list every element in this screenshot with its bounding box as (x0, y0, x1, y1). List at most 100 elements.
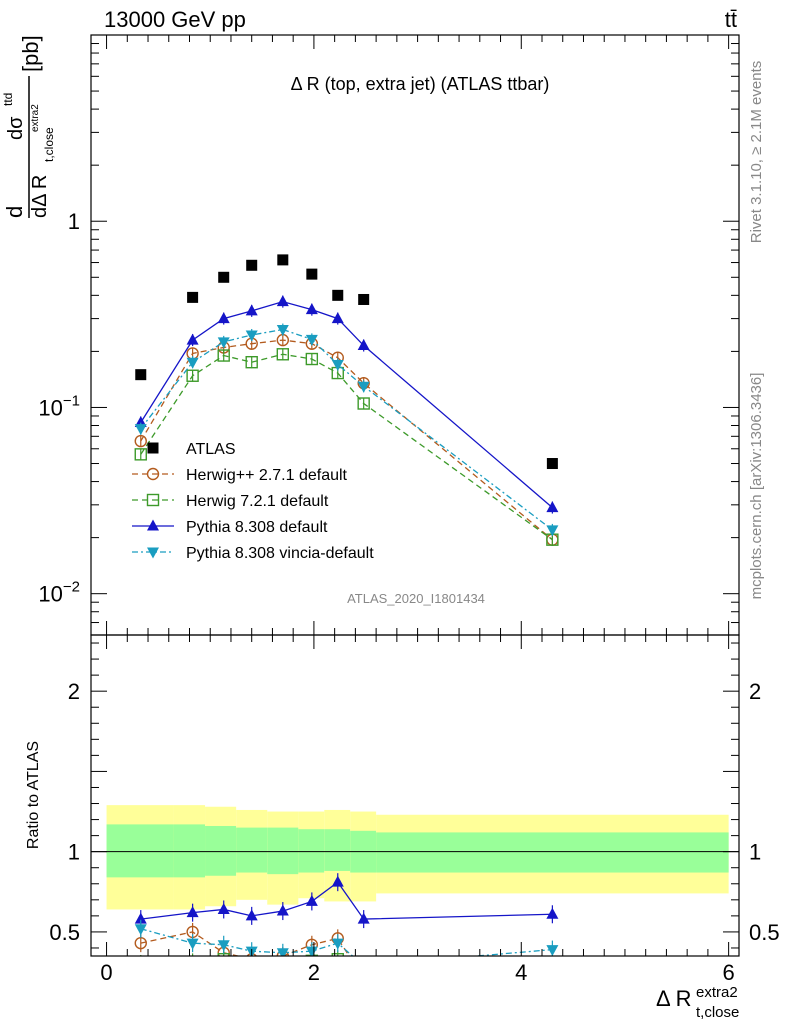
ratio-panel-frame (90, 634, 740, 957)
ratio-band-inner (376, 832, 729, 873)
ratio-point-herwig-7-2-1-default (187, 957, 198, 968)
point-pythia-8-308-default (331, 312, 344, 324)
y-axis-title-denominator-sub: t,close (42, 127, 56, 162)
ratio-y-axis-title: Ratio to ATLAS (25, 741, 42, 849)
legend-label: Herwig++ 2.7.1 default (186, 467, 348, 484)
x-axis-title-sub: t,close (696, 1004, 739, 1021)
point-atlas (332, 289, 344, 301)
point-atlas (358, 293, 370, 305)
ratio-line-herwig-7-2-1-default (141, 959, 553, 967)
point-herwig-2-7-1-default (134, 434, 147, 448)
ratio-point-herwig-7-2-1-default (135, 959, 146, 970)
x-tick-label: 0 (100, 960, 112, 985)
main-series-layer (134, 254, 559, 546)
ratio-point-pythia-8-308-vincia-default (358, 961, 370, 972)
ratio-point-pythia-8-308-default (276, 904, 289, 916)
ratio-band-inner (267, 827, 299, 875)
x-axis-title-sup: extra2 (696, 984, 738, 1001)
rivet-version-label: Rivet 3.1.10, ≥ 2.1M events (748, 61, 765, 244)
analysis-id-label: ATLAS_2020_I1801434 (347, 591, 485, 606)
ratio-point-pythia-8-308-vincia-default (134, 924, 147, 936)
ratio-band-inner (173, 824, 206, 878)
legend-label: Pythia 8.308 vincia-default (186, 545, 374, 562)
point-pythia-8-308-vincia-default (217, 337, 230, 349)
legend-item: Pythia 8.308 default (132, 519, 328, 536)
legend-swatch-marker (147, 442, 159, 454)
point-herwig-7-2-1-default (305, 352, 319, 366)
ratio-y-tick-label: 1 (68, 840, 80, 865)
x-tick-label: 6 (723, 960, 735, 985)
legend-swatch-marker (146, 467, 160, 481)
point-herwig-7-2-1-default (357, 397, 370, 410)
point-pythia-8-308-vincia-default (331, 360, 344, 372)
ratio-point-pythia-8-308-default (186, 906, 199, 918)
x-tick-label: 2 (308, 960, 320, 985)
legend-label: Herwig 7.2.1 default (186, 493, 329, 510)
ratio-y-tick-label-right: 0.5 (749, 920, 780, 945)
point-herwig-7-2-1-default (134, 448, 147, 461)
point-pythia-8-308-vincia-default (305, 334, 318, 346)
ratio-point-pythia-8-308-default (546, 907, 559, 919)
ratio-point-herwig-7-2-1-default (358, 962, 369, 973)
ratio-point-pythia-8-308-vincia-default (305, 946, 318, 956)
ratio-point-herwig-7-2-1-default (547, 962, 558, 973)
ratio-point-pythia-8-308-vincia-default (186, 938, 199, 950)
ratio-point-herwig-7-2-1-default (246, 959, 257, 970)
point-pythia-8-308-vincia-default (357, 381, 370, 393)
point-pythia-8-308-default (305, 303, 318, 315)
axis-ticks (91, 34, 739, 956)
legend-label: ATLAS (186, 441, 236, 458)
ratio-y-tick-label-right: 1 (749, 840, 761, 865)
legend-item: ATLAS (147, 441, 236, 458)
ratio-point-herwig-7-2-1-default (277, 957, 288, 968)
ratio-point-pythia-8-308-default (331, 875, 344, 887)
legend-item: Pythia 8.308 vincia-default (132, 545, 374, 562)
axis-tick-labels: 0 2 4 6 1 10−1 10−2 0.5 0.5 1 1 2 2 (38, 209, 779, 985)
ratio-series-layer (134, 873, 559, 984)
ratio-band-inner (298, 829, 325, 873)
point-pythia-8-308-vincia-default (134, 424, 147, 436)
y-axis-title-denominator-sup: extra2 (30, 104, 41, 132)
ratio-point-pythia-8-308-default (357, 912, 370, 924)
legend-swatch-marker (147, 519, 159, 531)
ratio-y-tick-label-right: 2 (749, 679, 761, 704)
point-pythia-8-308-default (186, 333, 199, 345)
ratio-line-pythia-8-308-vincia-default (140, 928, 553, 956)
y-tick-label: 1 (68, 209, 80, 234)
point-pythia-8-308-default (357, 339, 370, 351)
header-energy-label: 13000 GeV pp (104, 7, 246, 32)
ratio-point-herwig-2-7-1-default (547, 963, 558, 974)
ratio-uncertainty-bands (106, 805, 729, 910)
x-axis-title-main: Δ R (656, 986, 691, 1011)
chart-title: Δ R (top, extra jet) (ATLAS ttbar) (291, 74, 550, 94)
point-herwig-7-2-1-default (245, 355, 258, 369)
point-atlas (218, 271, 230, 283)
point-pythia-8-308-default (276, 295, 289, 307)
point-pythia-8-308-vincia-default (186, 357, 199, 369)
point-pythia-8-308-default (245, 304, 258, 316)
legend-item: Herwig++ 2.7.1 default (132, 467, 348, 484)
ratio-point-pythia-8-308-default (217, 902, 230, 914)
point-atlas (135, 369, 147, 381)
ratio-band-inner (236, 827, 268, 873)
point-herwig-7-2-1-default (217, 349, 230, 362)
y-axis-title-numerator-sup: ttd (1, 93, 15, 106)
point-pythia-8-308-vincia-default (546, 525, 559, 537)
series-line-pythia-8-308-vincia-default (140, 328, 553, 531)
point-atlas (546, 458, 558, 470)
ratio-y-tick-label: 0.5 (49, 920, 80, 945)
header-process-label: tt̄ (725, 7, 737, 32)
ratio-point-herwig-2-7-1-default (358, 973, 369, 984)
point-herwig-7-2-1-default (186, 369, 199, 382)
legend-swatch-marker (146, 493, 160, 507)
y-tick-label: 10−2 (38, 579, 80, 607)
ratio-point-pythia-8-308-vincia-default (276, 948, 289, 956)
legend-swatch-marker (147, 547, 159, 559)
ratio-point-pythia-8-308-vincia-default (331, 938, 344, 950)
ratio-point-pythia-8-308-default (305, 894, 318, 906)
point-pythia-8-308-vincia-default (276, 325, 289, 337)
ratio-point-pythia-8-308-vincia-default (546, 945, 559, 956)
point-pythia-8-308-default (217, 312, 230, 324)
legend-label: Pythia 8.308 default (186, 519, 328, 536)
point-pythia-8-308-default (546, 501, 559, 513)
